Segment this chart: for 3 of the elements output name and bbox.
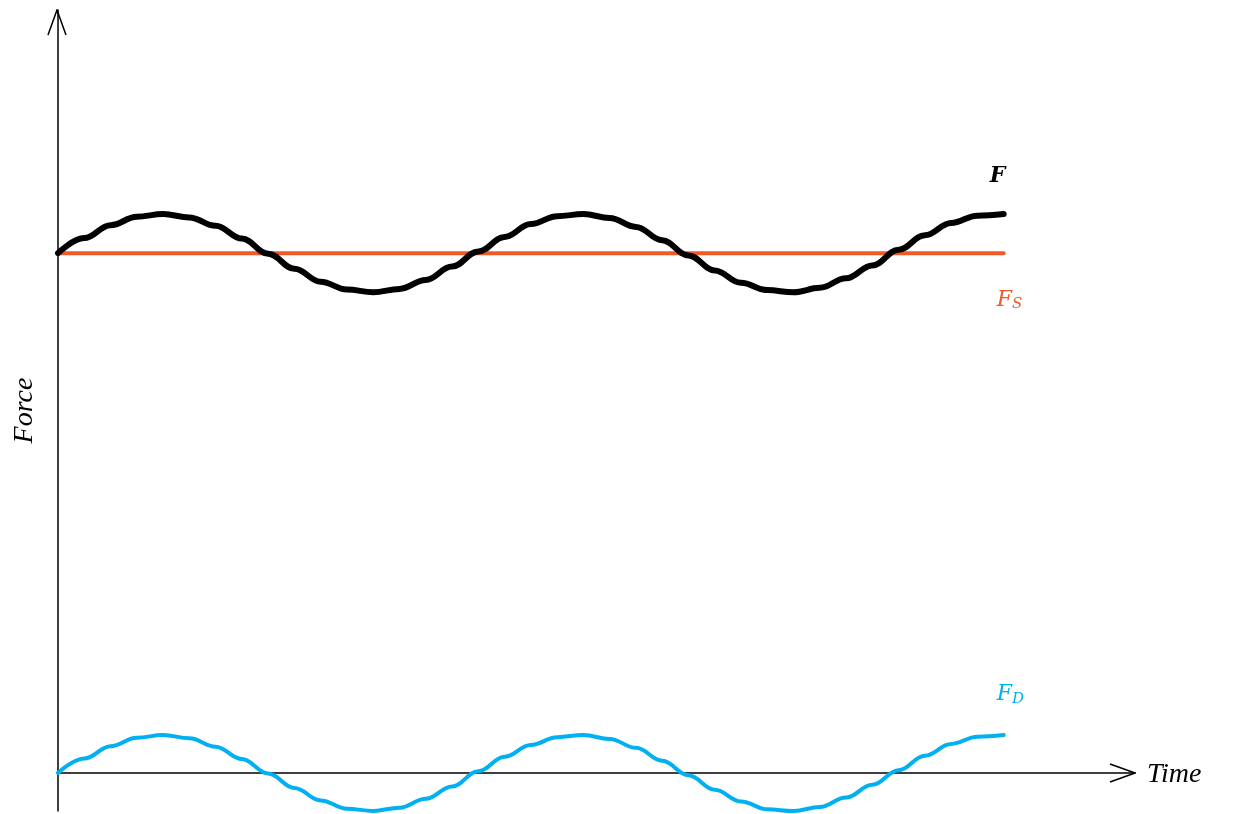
y-axis-title: Force	[6, 377, 38, 445]
series-label: F	[988, 161, 1007, 188]
x-axis-title: Time	[1147, 757, 1202, 789]
